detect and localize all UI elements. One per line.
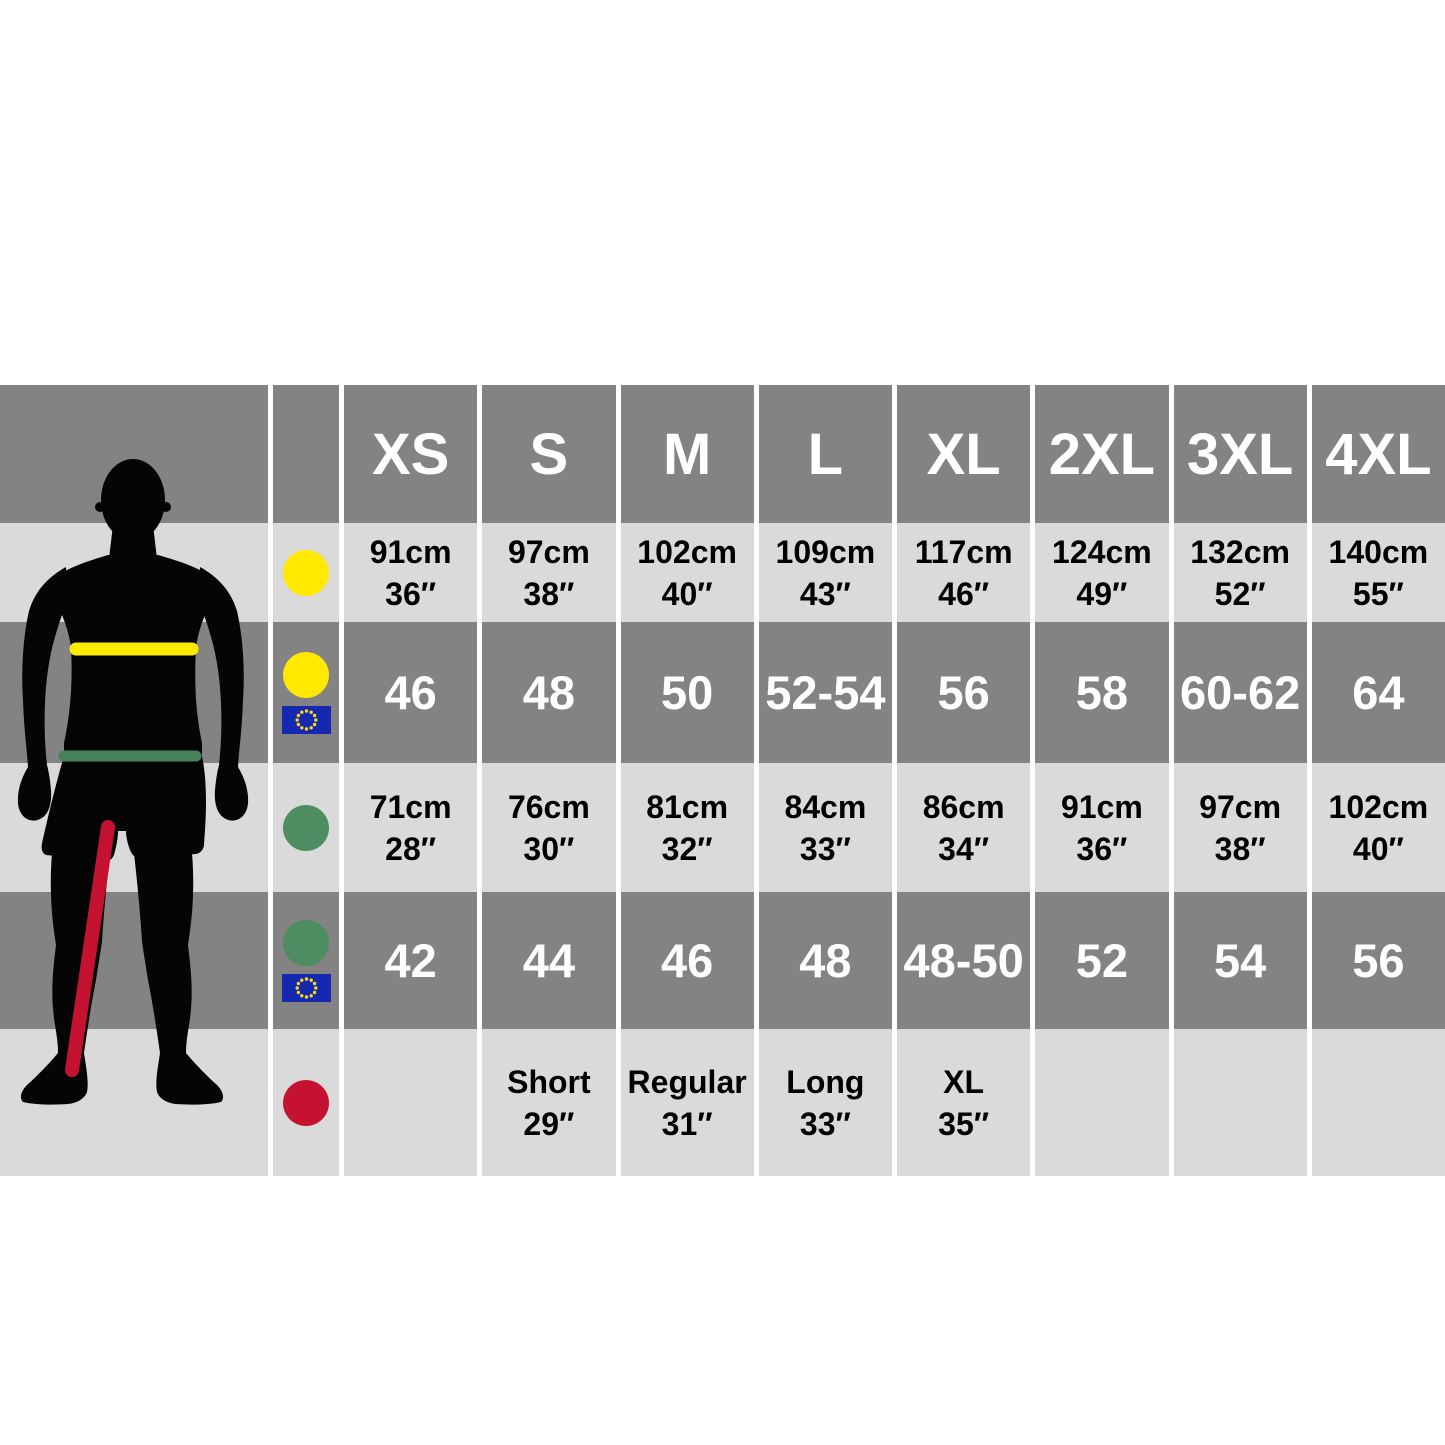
waist-eu-cell: 56	[1311, 892, 1445, 1029]
waist-cm-cell: 71cm 28″	[344, 763, 478, 892]
inside-leg-cell: Long 33″	[758, 1029, 892, 1176]
chest-eu-cell: 46	[344, 622, 478, 763]
chest-cm-cell: 132cm 52″	[1173, 523, 1307, 622]
chest-eu-cell: 56	[897, 622, 1031, 763]
inside-leg-cell: XL 35″	[897, 1029, 1031, 1176]
size-header-xl: XL	[897, 385, 1031, 523]
inside-leg-marker-cell	[273, 1029, 339, 1176]
waist-cm-cell: 91cm 36″	[1035, 763, 1169, 892]
waist-eu-cell: 48-50	[897, 892, 1031, 1029]
size-header-3xl: 3XL	[1173, 385, 1307, 523]
chest-eu-cell: 58	[1035, 622, 1169, 763]
chest-cm-cell: 109cm 43″	[758, 523, 892, 622]
chest-cm-cell: 97cm 38″	[482, 523, 616, 622]
size-header-s: S	[482, 385, 616, 523]
inside-leg-cell	[1035, 1029, 1169, 1176]
chest-cm-cell: 102cm 40″	[620, 523, 754, 622]
waist-cm-cell: 81cm 32″	[620, 763, 754, 892]
waist-eu-cell: 52	[1035, 892, 1169, 1029]
waist-marker-cell	[273, 763, 339, 892]
inside-leg-cell	[1173, 1029, 1307, 1176]
eu-flag-icon	[281, 973, 331, 1002]
chest-eu-cell: 64	[1311, 622, 1445, 763]
inside-leg-cell: Short 29″	[482, 1029, 616, 1176]
body-measurement-figure	[0, 385, 268, 1176]
chest-eu-cell: 52-54	[758, 622, 892, 763]
waist-circle-icon	[283, 919, 329, 966]
chest-circle-icon	[283, 651, 329, 698]
waist-eu-cell: 42	[344, 892, 478, 1029]
waist-eu-cell: 44	[482, 892, 616, 1029]
inside-leg-circle-icon	[283, 1079, 329, 1126]
waist-cm-cell: 97cm 38″	[1173, 763, 1307, 892]
inside-leg-cell: Regular 31″	[620, 1029, 754, 1176]
waist-cm-cell: 76cm 30″	[482, 763, 616, 892]
waist-eu-marker-cell	[273, 892, 339, 1029]
header-icon-spacer	[273, 385, 339, 523]
size-header-2xl: 2XL	[1035, 385, 1169, 523]
waist-cm-cell: 84cm 33″	[758, 763, 892, 892]
chest-cm-cell: 91cm 36″	[344, 523, 478, 622]
waist-cm-cell: 102cm 40″	[1311, 763, 1445, 892]
chest-eu-cell: 50	[620, 622, 754, 763]
inside-leg-cell	[1311, 1029, 1445, 1176]
chest-cm-cell: 124cm 49″	[1035, 523, 1169, 622]
waist-cm-cell: 86cm 34″	[897, 763, 1031, 892]
size-header-m: M	[620, 385, 754, 523]
size-header-xs: XS	[344, 385, 478, 523]
inside-leg-cell	[344, 1029, 478, 1176]
chest-eu-marker-cell	[273, 622, 339, 763]
inside-leg-line	[65, 820, 115, 1077]
waist-eu-cell: 46	[620, 892, 754, 1029]
chest-marker-cell	[273, 523, 339, 622]
chest-cm-cell: 140cm 55″	[1311, 523, 1445, 622]
male-silhouette-icon	[17, 459, 249, 1105]
chest-eu-cell: 48	[482, 622, 616, 763]
waist-eu-cell: 48	[758, 892, 892, 1029]
chest-eu-cell: 60-62	[1173, 622, 1307, 763]
chest-cm-cell: 117cm 46″	[897, 523, 1031, 622]
waist-eu-cell: 54	[1173, 892, 1307, 1029]
chest-circle-icon	[283, 549, 329, 596]
size-header-4xl: 4XL	[1311, 385, 1445, 523]
size-header-l: L	[758, 385, 892, 523]
waist-circle-icon	[283, 804, 329, 851]
eu-flag-icon	[281, 705, 331, 734]
size-chart-table: XS S M L XL 2XL 3XL 4XL 91cm 36″ 97cm 38″ …	[0, 385, 1445, 1176]
